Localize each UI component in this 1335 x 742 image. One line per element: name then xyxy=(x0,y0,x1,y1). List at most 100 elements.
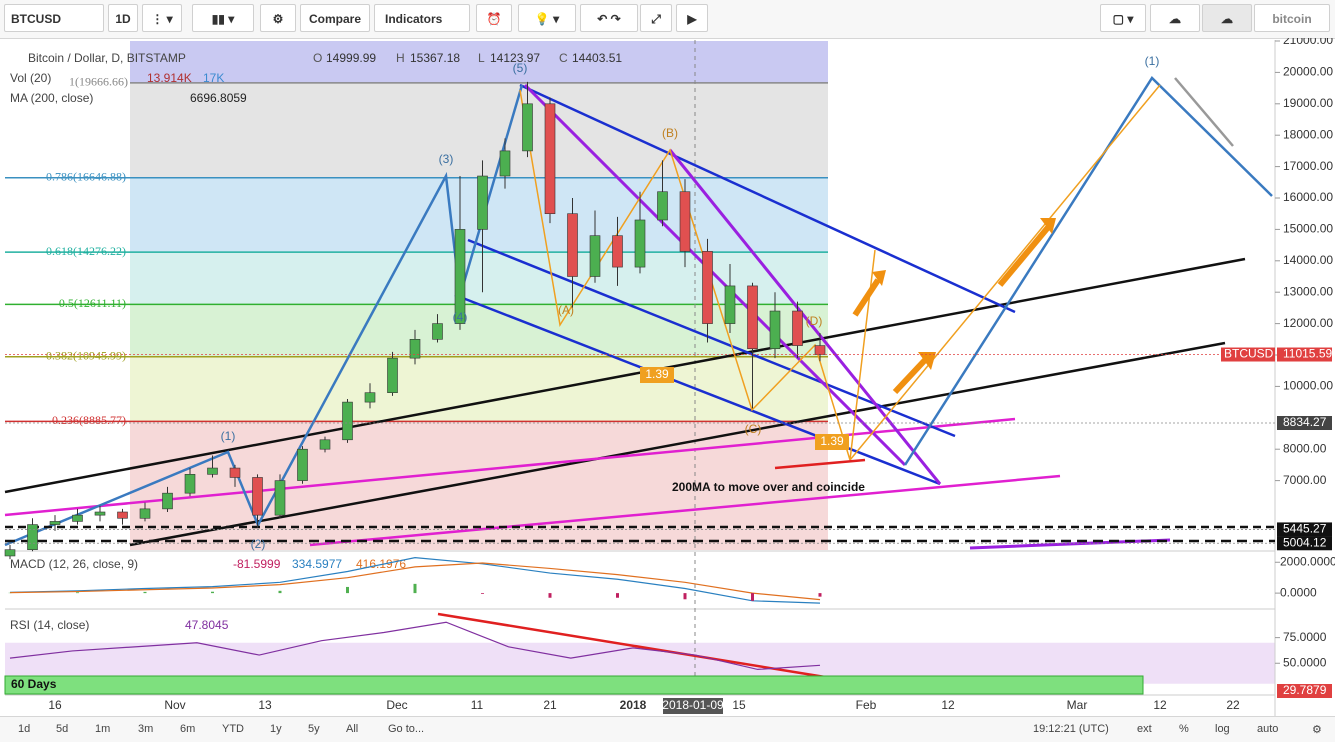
x-tick-label: 21 xyxy=(543,698,557,712)
candle-body xyxy=(612,235,623,268)
x-tick-label: Feb xyxy=(856,698,877,712)
wave-label: (B) xyxy=(662,126,678,140)
range-button[interactable]: 1y xyxy=(270,723,282,735)
symbol-tag-label: BTCUSD xyxy=(1224,347,1274,361)
symbol-tag xyxy=(1221,347,1275,362)
range-button[interactable]: 1m xyxy=(95,723,111,735)
y-tick-label: 19000.00 xyxy=(1283,96,1333,110)
legend-high: 15367.18 xyxy=(410,51,460,65)
symbol-input[interactable]: BTCUSD xyxy=(4,4,104,32)
rsi-label: RSI (14, close) xyxy=(10,618,89,632)
ideas-button[interactable]: 💡 ▾ xyxy=(518,4,576,32)
range-button[interactable]: All xyxy=(346,723,359,735)
wave-label: (5) xyxy=(513,61,528,75)
range-button[interactable]: 5y xyxy=(308,723,320,735)
ratio-label: 1.39 xyxy=(820,434,844,448)
candle-body xyxy=(657,191,668,221)
replay-button[interactable]: ▶ xyxy=(676,4,708,32)
candle-body xyxy=(454,229,466,324)
fib-label: 1(19666.66) xyxy=(69,75,128,89)
fib-band xyxy=(130,304,828,357)
account-button[interactable]: bitcoin xyxy=(1254,4,1330,32)
legend-open: 14999.99 xyxy=(326,51,376,65)
price-tag-label: 5004.12 xyxy=(1283,535,1327,549)
y-tick-label: 20000.00 xyxy=(1283,65,1333,79)
candle-body xyxy=(432,323,443,340)
ext-button[interactable]: ext xyxy=(1137,723,1152,735)
rsi-line xyxy=(9,621,821,671)
candle-body xyxy=(274,480,286,516)
range-button[interactable]: 1d xyxy=(18,723,31,735)
price-tag xyxy=(1277,416,1332,431)
y-tick-label: 7000.00 xyxy=(1283,473,1327,487)
x-tick-label: 12 xyxy=(941,698,955,712)
legend-c-label: C xyxy=(559,51,568,65)
wave-label: (1) xyxy=(221,429,236,443)
x-tick-label: 13 xyxy=(258,698,272,712)
load-button[interactable]: ☁ xyxy=(1150,4,1200,32)
undo-redo[interactable]: ↶ ↷ xyxy=(580,4,638,32)
candle-body xyxy=(229,467,241,478)
y-tick-label: 21000.00 xyxy=(1283,38,1333,47)
wave-label: (4) xyxy=(453,310,468,324)
x-tick-label: 22 xyxy=(1226,698,1240,712)
settings-button[interactable]: ⚙ xyxy=(1312,724,1322,736)
wave-label: (D) xyxy=(806,314,823,328)
layout-button[interactable]: ▢ ▾ xyxy=(1100,4,1146,32)
y-tick-label: 18000.00 xyxy=(1283,127,1333,141)
rsi-value: 47.8045 xyxy=(185,618,229,632)
candle-body xyxy=(522,103,533,152)
candle-body xyxy=(342,401,353,441)
interval-button[interactable]: 1D xyxy=(108,4,138,32)
x-tick-label: 2018-01-09 xyxy=(662,698,724,712)
settings-button[interactable]: ⚙ xyxy=(260,4,296,32)
candle-body xyxy=(589,235,601,277)
range-button[interactable]: 6m xyxy=(180,723,196,735)
range-button[interactable]: 3m xyxy=(138,723,154,735)
indicators-button[interactable]: Indicators xyxy=(374,4,470,32)
volume-ma: 17K xyxy=(203,71,224,85)
percent-button[interactable]: % xyxy=(1179,723,1189,735)
x-tick-label: Nov xyxy=(164,698,185,712)
fib-label: 0.236(8885.77) xyxy=(52,413,126,427)
candle-body xyxy=(27,524,38,550)
auto-button[interactable]: auto xyxy=(1257,723,1279,735)
legend-title: Bitcoin / Dollar, D, BITSTAMP xyxy=(28,51,186,65)
log-button[interactable]: log xyxy=(1215,723,1230,735)
crosshair-date-box xyxy=(663,698,723,714)
rsi-tag xyxy=(1277,684,1332,698)
y-tick-label: 50.0000 xyxy=(1283,655,1327,669)
y-tick-label: 75.0000 xyxy=(1283,630,1327,644)
macd-label: MACD (12, 26, close, 9) xyxy=(10,557,138,571)
note: 200MA to move over and coincide xyxy=(672,480,865,494)
candle-body xyxy=(814,345,826,355)
days-label: 60 Days xyxy=(11,677,57,691)
fib-label: 0.382(10945.99) xyxy=(46,348,126,362)
signal-line xyxy=(9,562,821,601)
price-tag xyxy=(1277,347,1332,362)
candle-body xyxy=(769,310,781,350)
price-tag-label: 11015.59 xyxy=(1283,347,1332,361)
chart-area: 1(19666.66) 0.786(16646.88) 0.618(14276.22… xyxy=(4,38,1335,716)
candle-body xyxy=(117,511,128,519)
alert-button[interactable]: ⏰ xyxy=(476,4,512,32)
legend-h-label: H xyxy=(396,51,405,65)
x-tick-label: Dec xyxy=(386,698,407,712)
fullscreen-button[interactable]: ⤢ xyxy=(640,4,672,32)
chart-style[interactable]: ▮▮ ▾ xyxy=(192,4,254,32)
compare-button[interactable]: Compare xyxy=(300,4,370,32)
candle-body xyxy=(477,175,488,230)
interval-menu[interactable]: ⋮ ▾ xyxy=(142,4,182,32)
macd-value: 334.5977 xyxy=(292,557,342,571)
candle-body xyxy=(387,357,398,393)
y-tick-label: 0.0000 xyxy=(1280,585,1317,599)
y-tick-label: 17000.00 xyxy=(1283,159,1333,173)
range-button[interactable]: YTD xyxy=(222,723,244,735)
goto-button[interactable]: Go to... xyxy=(388,723,425,735)
candle-body xyxy=(747,285,758,350)
candle-body xyxy=(724,285,736,324)
range-button[interactable]: 5d xyxy=(56,723,69,735)
price-tag-label: 5445.27 xyxy=(1283,522,1327,536)
save-button[interactable]: ☁ xyxy=(1202,4,1252,32)
y-tick-label: 14000.00 xyxy=(1283,253,1333,267)
